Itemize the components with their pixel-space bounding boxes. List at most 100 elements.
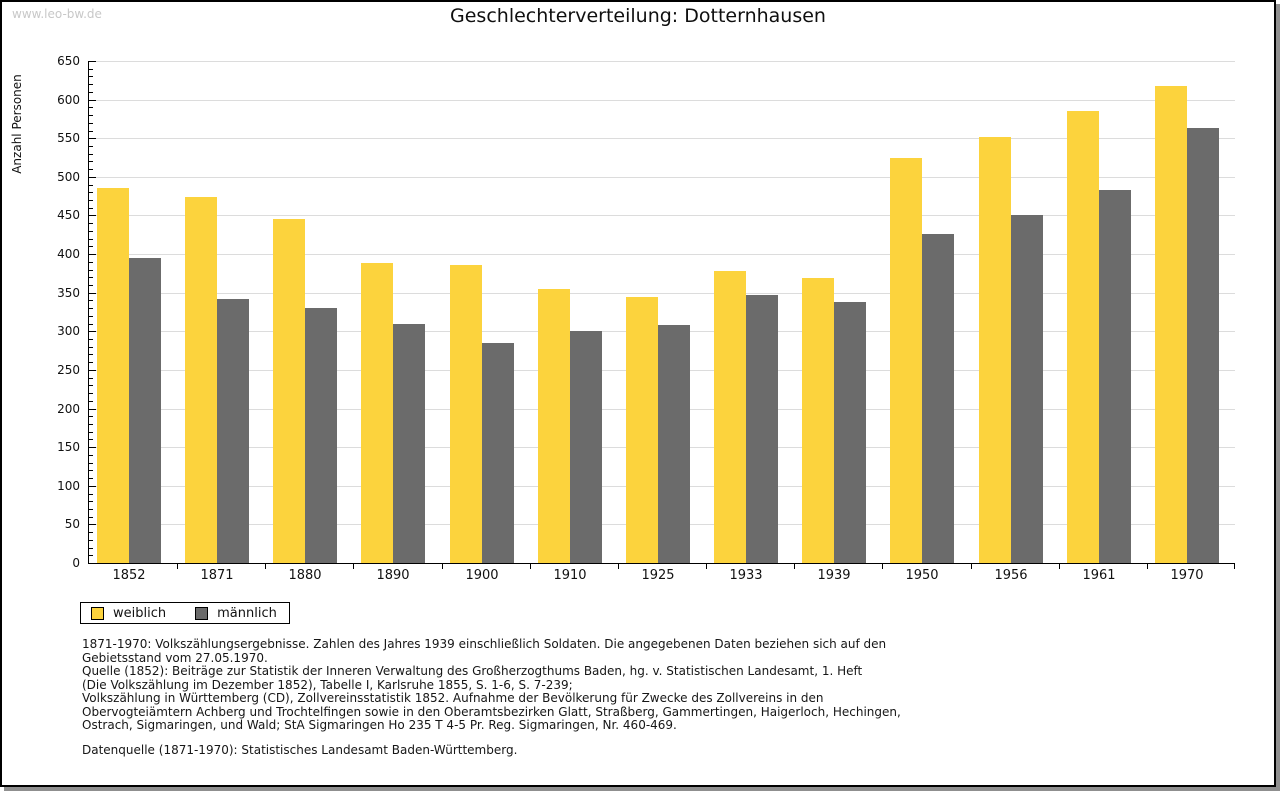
y-tick-label-350: 350 bbox=[57, 285, 80, 300]
y-major-tick-500 bbox=[89, 176, 96, 178]
x-boundary-tick bbox=[353, 563, 354, 569]
x-tick-label-1871: 1871 bbox=[200, 568, 234, 583]
x-tick-label-1900: 1900 bbox=[465, 568, 499, 583]
y-minor-tick-420 bbox=[89, 238, 93, 240]
gridline-400 bbox=[89, 254, 1235, 256]
y-minor-tick-110 bbox=[89, 478, 93, 480]
y-minor-tick-160 bbox=[89, 439, 93, 441]
x-boundary-tick bbox=[794, 563, 795, 569]
y-minor-tick-520 bbox=[89, 161, 93, 163]
footnote-line: 1871-1970: Volkszählungsergebnisse. Zahl… bbox=[82, 637, 887, 651]
y-tick-label-400: 400 bbox=[57, 247, 80, 262]
y-minor-tick-140 bbox=[89, 454, 93, 456]
y-minor-tick-620 bbox=[89, 84, 93, 86]
bar-weiblich-1925 bbox=[626, 297, 658, 563]
footnote-line: Ostrach, Sigmaringen, und Wald; StA Sigm… bbox=[82, 718, 677, 732]
x-boundary-tick bbox=[706, 563, 707, 569]
y-major-tick-50 bbox=[89, 524, 96, 526]
y-tick-label-450: 450 bbox=[57, 208, 80, 223]
y-minor-tick-610 bbox=[89, 91, 93, 93]
bar-weiblich-1956 bbox=[979, 137, 1011, 563]
footnote-line: Volkszählung in Württemberg (CD), Zollve… bbox=[82, 691, 824, 705]
y-minor-tick-40 bbox=[89, 532, 93, 534]
x-tick-label-1939: 1939 bbox=[817, 568, 851, 583]
y-minor-tick-290 bbox=[89, 339, 93, 341]
bar-männlich-1933 bbox=[746, 295, 778, 563]
y-minor-tick-120 bbox=[89, 470, 93, 472]
plot-area: 1852 1871 1880 1890 1900 1910 1925 1933 1939 1950… bbox=[88, 61, 1235, 583]
y-minor-tick-60 bbox=[89, 516, 93, 518]
x-tick-label-1925: 1925 bbox=[641, 568, 675, 583]
bar-weiblich-1970 bbox=[1155, 86, 1187, 563]
watermark: www.leo-bw.de bbox=[12, 7, 102, 21]
footnotes: 1871-1970: Volkszählungsergebnisse. Zahl… bbox=[82, 637, 901, 757]
y-minor-tick-130 bbox=[89, 462, 93, 464]
bar-männlich-1961 bbox=[1099, 190, 1131, 563]
x-tick-label-1970: 1970 bbox=[1170, 568, 1204, 583]
footnote-datasource: Datenquelle (1871-1970): Statistisches L… bbox=[82, 742, 518, 757]
y-minor-tick-280 bbox=[89, 346, 93, 348]
y-minor-tick-390 bbox=[89, 261, 93, 263]
y-minor-tick-470 bbox=[89, 200, 93, 202]
y-minor-tick-80 bbox=[89, 501, 93, 503]
y-major-tick-300 bbox=[89, 331, 96, 333]
legend-swatch-weiblich bbox=[91, 606, 104, 620]
y-tick-label-250: 250 bbox=[57, 362, 80, 377]
y-major-tick-550 bbox=[89, 138, 96, 140]
y-major-tick-400 bbox=[89, 254, 96, 256]
y-minor-tick-220 bbox=[89, 393, 93, 395]
x-boundary-tick bbox=[1059, 563, 1060, 569]
y-minor-tick-490 bbox=[89, 184, 93, 186]
y-minor-tick-590 bbox=[89, 107, 93, 109]
x-boundary-tick bbox=[177, 563, 178, 569]
y-tick-label-550: 550 bbox=[57, 131, 80, 146]
y-tick-label-200: 200 bbox=[57, 401, 80, 416]
y-minor-tick-170 bbox=[89, 431, 93, 433]
y-minor-tick-430 bbox=[89, 230, 93, 232]
y-minor-tick-360 bbox=[89, 284, 93, 286]
gridline-500 bbox=[89, 176, 1235, 178]
bar-weiblich-1961 bbox=[1067, 111, 1099, 563]
x-tick-label-1880: 1880 bbox=[288, 568, 322, 583]
bar-männlich-1890 bbox=[393, 324, 425, 563]
y-minor-tick-580 bbox=[89, 115, 93, 117]
bar-weiblich-1890 bbox=[361, 263, 393, 563]
bar-weiblich-1950 bbox=[890, 158, 922, 563]
y-minor-tick-30 bbox=[89, 539, 93, 541]
bar-männlich-1956 bbox=[1011, 215, 1043, 563]
bar-weiblich-1871 bbox=[185, 197, 217, 563]
x-tick-label-1956: 1956 bbox=[994, 568, 1028, 583]
y-minor-tick-540 bbox=[89, 145, 93, 147]
y-minor-tick-480 bbox=[89, 192, 93, 194]
y-tick-label-650: 650 bbox=[57, 54, 80, 68]
y-minor-tick-510 bbox=[89, 169, 93, 171]
legend-label-maennlich: männlich bbox=[217, 605, 277, 621]
y-minor-tick-320 bbox=[89, 315, 93, 317]
y-minor-tick-640 bbox=[89, 68, 93, 70]
y-minor-tick-380 bbox=[89, 269, 93, 271]
y-minor-tick-570 bbox=[89, 122, 93, 124]
x-boundary-tick bbox=[1234, 563, 1235, 569]
y-minor-tick-330 bbox=[89, 308, 93, 310]
x-tick-label-1933: 1933 bbox=[729, 568, 763, 583]
x-boundary-tick bbox=[442, 563, 443, 569]
gridline-350 bbox=[89, 292, 1235, 294]
bar-männlich-1880 bbox=[305, 308, 337, 563]
y-major-tick-200 bbox=[89, 408, 96, 410]
bar-weiblich-1900 bbox=[450, 265, 482, 563]
gridline-600 bbox=[89, 99, 1235, 101]
x-boundary-tick bbox=[618, 563, 619, 569]
x-boundary-tick bbox=[971, 563, 972, 569]
bar-männlich-1910 bbox=[570, 331, 602, 563]
y-tick-label-300: 300 bbox=[57, 324, 80, 339]
legend: weiblich männlich bbox=[80, 602, 290, 624]
bar-weiblich-1852 bbox=[97, 188, 129, 563]
y-major-tick-600 bbox=[89, 99, 96, 101]
y-minor-tick-560 bbox=[89, 130, 93, 132]
y-minor-tick-340 bbox=[89, 300, 93, 302]
bar-männlich-1925 bbox=[658, 325, 690, 563]
gridline-550 bbox=[89, 138, 1235, 140]
y-minor-tick-370 bbox=[89, 277, 93, 279]
y-major-tick-350 bbox=[89, 292, 96, 294]
